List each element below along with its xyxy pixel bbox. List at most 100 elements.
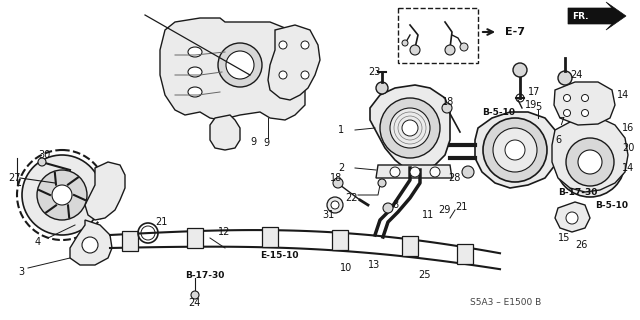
Polygon shape	[268, 25, 320, 100]
Text: 5: 5	[535, 102, 541, 112]
Circle shape	[442, 103, 452, 113]
Circle shape	[558, 71, 572, 85]
Text: FR.: FR.	[572, 12, 589, 20]
Text: 26: 26	[575, 240, 588, 250]
Circle shape	[582, 109, 589, 116]
Circle shape	[327, 197, 343, 213]
Circle shape	[191, 291, 199, 299]
Circle shape	[410, 167, 420, 177]
Circle shape	[331, 201, 339, 209]
Bar	[402, 236, 418, 256]
Circle shape	[279, 41, 287, 49]
Polygon shape	[85, 162, 125, 220]
Circle shape	[430, 167, 440, 177]
Text: 1: 1	[338, 125, 344, 135]
Polygon shape	[70, 220, 112, 265]
Circle shape	[378, 179, 386, 187]
Circle shape	[226, 51, 254, 79]
Circle shape	[301, 41, 309, 49]
Text: B-17-30: B-17-30	[185, 270, 225, 279]
Circle shape	[218, 43, 262, 87]
Polygon shape	[475, 112, 558, 188]
Circle shape	[37, 170, 87, 220]
Bar	[332, 230, 348, 250]
Bar	[457, 244, 473, 264]
Text: 25: 25	[418, 270, 431, 280]
Text: 31: 31	[322, 210, 334, 220]
Text: 24: 24	[188, 298, 200, 308]
Text: E-7: E-7	[505, 27, 525, 37]
Text: E-15-10: E-15-10	[260, 251, 298, 260]
Circle shape	[563, 94, 570, 101]
Circle shape	[380, 98, 440, 158]
Circle shape	[410, 45, 420, 55]
Text: 9: 9	[263, 138, 269, 148]
Text: 8: 8	[392, 200, 398, 210]
Circle shape	[38, 158, 46, 166]
Polygon shape	[210, 115, 240, 150]
Ellipse shape	[188, 87, 202, 97]
Polygon shape	[568, 2, 626, 30]
Polygon shape	[554, 82, 615, 125]
Text: 7: 7	[558, 117, 564, 127]
Text: 30: 30	[38, 150, 51, 160]
Ellipse shape	[188, 47, 202, 57]
Text: 23: 23	[368, 67, 380, 77]
Circle shape	[402, 120, 418, 136]
Circle shape	[566, 212, 578, 224]
Circle shape	[82, 237, 98, 253]
Polygon shape	[555, 202, 590, 232]
Text: 13: 13	[368, 260, 380, 270]
Circle shape	[505, 140, 525, 160]
Text: 27: 27	[8, 173, 20, 183]
Circle shape	[582, 94, 589, 101]
Circle shape	[390, 167, 400, 177]
Circle shape	[402, 40, 408, 46]
Text: 6: 6	[555, 135, 561, 145]
Bar	[122, 231, 138, 251]
Ellipse shape	[188, 67, 202, 77]
Circle shape	[555, 127, 625, 197]
Text: 2: 2	[338, 163, 344, 173]
Bar	[262, 227, 278, 247]
Text: 10: 10	[340, 263, 352, 273]
Text: 19: 19	[525, 100, 537, 110]
Circle shape	[390, 108, 430, 148]
Text: 14: 14	[617, 90, 629, 100]
Polygon shape	[370, 85, 450, 170]
Circle shape	[279, 71, 287, 79]
Polygon shape	[376, 165, 452, 178]
Text: 14: 14	[622, 163, 634, 173]
Text: 29: 29	[438, 205, 451, 215]
Circle shape	[445, 45, 455, 55]
Circle shape	[566, 138, 614, 186]
Circle shape	[52, 185, 72, 205]
Circle shape	[493, 128, 537, 172]
Text: 17: 17	[528, 87, 540, 97]
Circle shape	[383, 203, 393, 213]
Text: 21: 21	[155, 217, 168, 227]
Text: 9: 9	[250, 137, 256, 147]
Bar	[187, 228, 203, 248]
Text: 28: 28	[448, 173, 460, 183]
Text: 15: 15	[558, 233, 570, 243]
Text: 4: 4	[35, 237, 41, 247]
Text: 11: 11	[422, 210, 435, 220]
Circle shape	[301, 71, 309, 79]
Circle shape	[333, 178, 343, 188]
Circle shape	[376, 82, 388, 94]
Text: B-17-30: B-17-30	[558, 188, 597, 196]
Polygon shape	[552, 118, 628, 192]
Circle shape	[578, 150, 602, 174]
Circle shape	[22, 155, 102, 235]
Text: B-5-10: B-5-10	[482, 108, 515, 116]
Text: 12: 12	[218, 227, 230, 237]
Circle shape	[563, 109, 570, 116]
Text: S5A3 – E1500 B: S5A3 – E1500 B	[470, 298, 541, 307]
Circle shape	[513, 63, 527, 77]
Text: B-5-10: B-5-10	[595, 201, 628, 210]
Text: 16: 16	[622, 123, 634, 133]
Circle shape	[462, 166, 474, 178]
Text: 3: 3	[18, 267, 24, 277]
Circle shape	[460, 43, 468, 51]
